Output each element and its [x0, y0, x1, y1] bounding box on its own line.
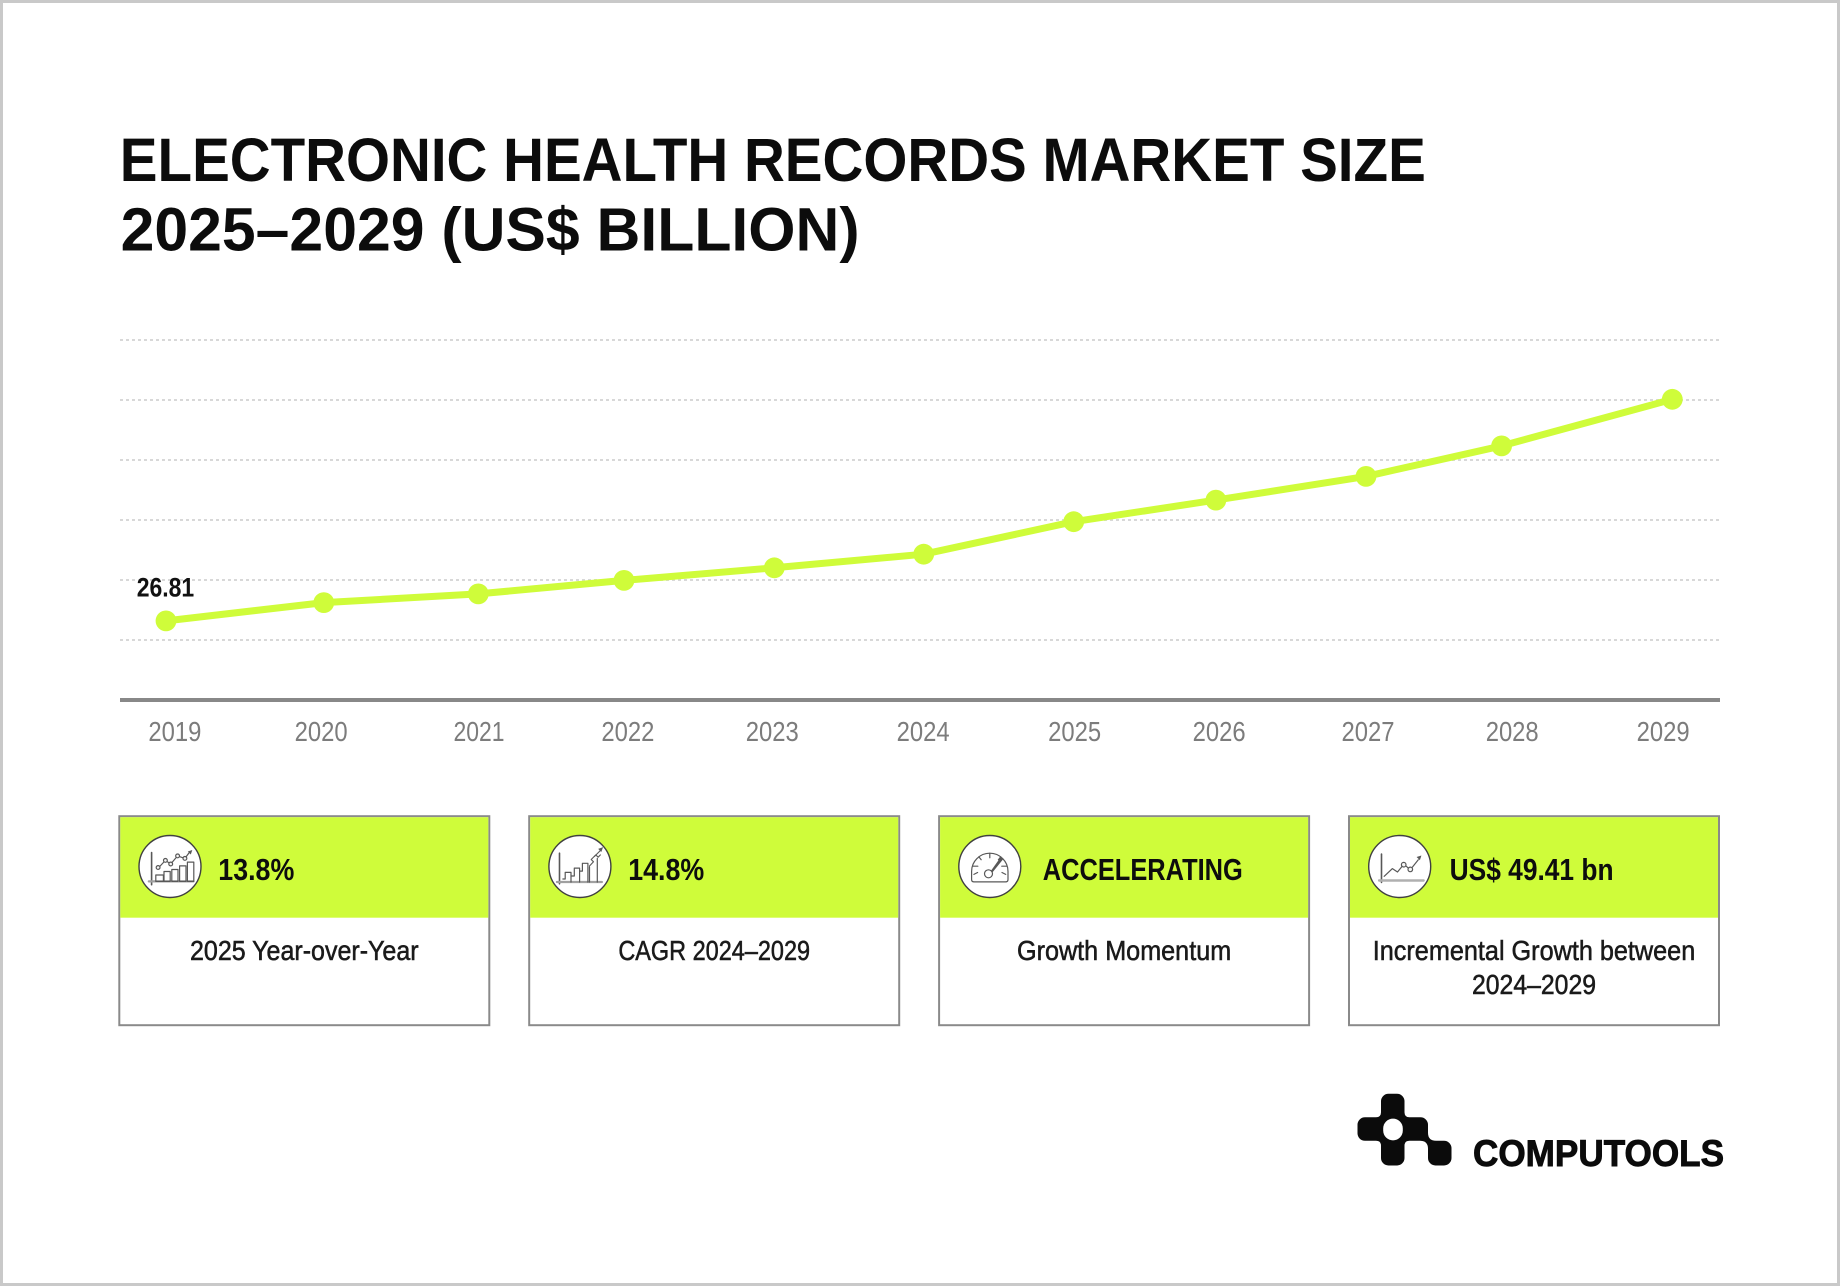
svg-text:2020: 2020 [295, 716, 348, 747]
svg-text:2023: 2023 [746, 716, 799, 747]
svg-text:2021: 2021 [454, 716, 505, 747]
svg-text:2024–2029: 2024–2029 [1472, 969, 1596, 1000]
svg-text:2027: 2027 [1342, 716, 1395, 747]
svg-text:2029: 2029 [1637, 716, 1690, 747]
svg-text:ELECTRONIC HEALTH RECORDS MARK: ELECTRONIC HEALTH RECORDS MARKET SIZE [120, 126, 1426, 194]
svg-text:COMPUTOOLS: COMPUTOOLS [1473, 1133, 1724, 1174]
svg-text:CAGR 2024–2029: CAGR 2024–2029 [618, 935, 810, 966]
svg-text:2025–2029 (US$ BILLION): 2025–2029 (US$ BILLION) [121, 195, 860, 263]
svg-text:2026: 2026 [1193, 716, 1246, 747]
svg-text:US$ 49.41 bn: US$ 49.41 bn [1450, 852, 1614, 887]
svg-text:ACCELERATING: ACCELERATING [1043, 852, 1243, 887]
svg-text:13.8%: 13.8% [218, 852, 294, 887]
svg-text:2022: 2022 [601, 716, 654, 747]
svg-text:Growth Momentum: Growth Momentum [1017, 935, 1231, 966]
svg-text:Incremental Growth between: Incremental Growth between [1373, 935, 1696, 966]
svg-text:2019: 2019 [148, 716, 201, 747]
svg-text:26.81: 26.81 [137, 573, 195, 603]
svg-text:14.8%: 14.8% [628, 852, 704, 887]
svg-text:2028: 2028 [1486, 716, 1539, 747]
svg-text:2025: 2025 [1048, 716, 1101, 747]
svg-text:2024: 2024 [897, 716, 950, 747]
svg-text:2025 Year-over-Year: 2025 Year-over-Year [190, 935, 419, 966]
